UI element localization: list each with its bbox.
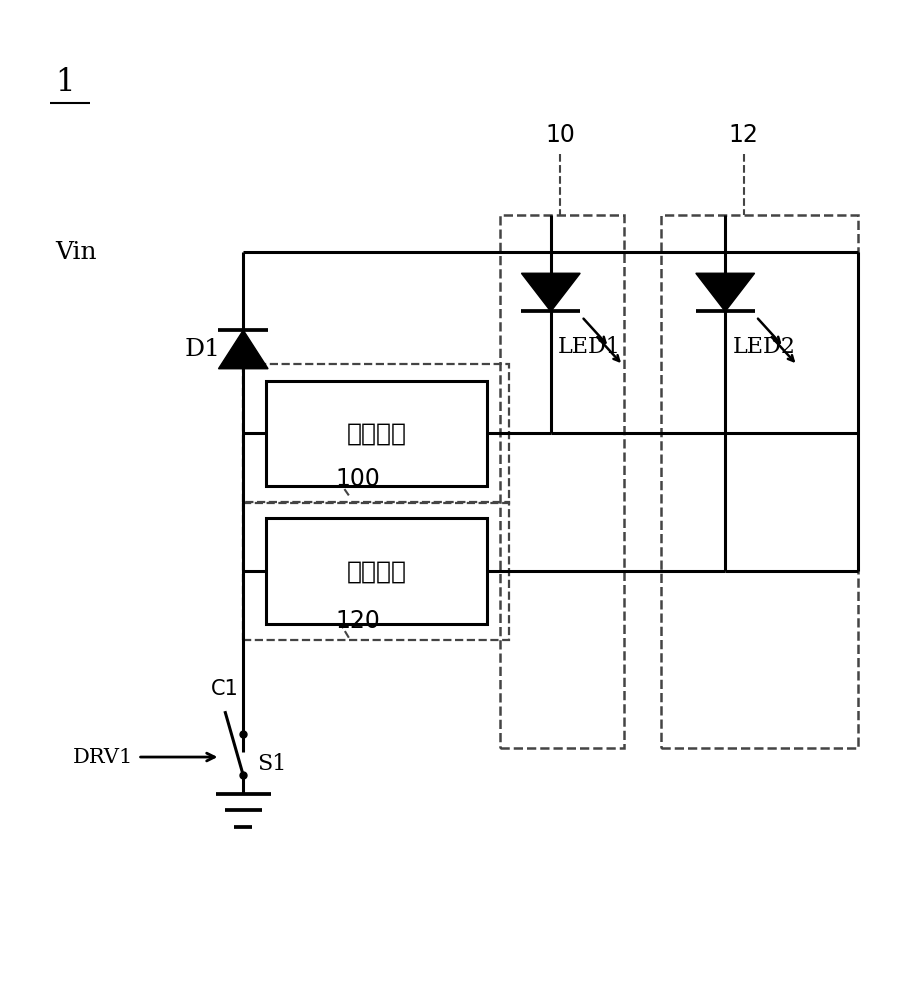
Text: 均流组件: 均流组件	[346, 421, 407, 445]
Text: LED2: LED2	[733, 336, 795, 358]
Polygon shape	[521, 273, 580, 311]
Text: LED1: LED1	[558, 336, 621, 358]
Bar	[266, 518, 487, 624]
Text: S1: S1	[257, 753, 286, 775]
Polygon shape	[218, 330, 268, 369]
Text: C1: C1	[211, 679, 239, 699]
Polygon shape	[696, 273, 755, 311]
Text: 10: 10	[545, 123, 575, 147]
Bar	[266, 381, 487, 486]
Text: D1: D1	[185, 338, 220, 361]
Text: 120: 120	[336, 609, 380, 633]
Bar	[243, 364, 509, 503]
Text: 1: 1	[55, 67, 74, 98]
Text: 12: 12	[729, 123, 758, 147]
Bar	[661, 215, 858, 748]
Bar	[500, 215, 624, 748]
Bar	[243, 502, 509, 640]
Text: DRV1: DRV1	[73, 748, 133, 767]
Text: 100: 100	[336, 467, 380, 491]
Text: Vin: Vin	[55, 241, 96, 264]
Text: 均流组件: 均流组件	[346, 559, 407, 583]
